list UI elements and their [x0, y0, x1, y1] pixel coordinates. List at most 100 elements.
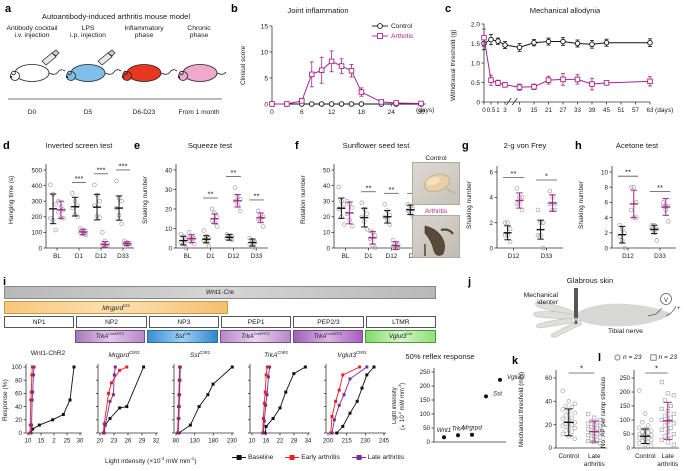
panel-b-xlabel: (days): [416, 107, 435, 114]
svg-text:30: 30: [323, 199, 331, 206]
legend-label-late: Late arthritis: [367, 454, 405, 461]
svg-text:2: 2: [52, 438, 56, 445]
svg-text:250: 250: [420, 369, 431, 376]
svg-text:4: 4: [489, 195, 493, 202]
svg-text:D12: D12: [508, 253, 520, 260]
svg-text:27: 27: [560, 107, 567, 114]
svg-text:Vglut3: Vglut3: [507, 374, 525, 381]
legend-square-icon: [649, 354, 657, 361]
legend-label-early: Early arthritis: [301, 454, 340, 461]
svg-text:100: 100: [31, 230, 42, 237]
panel-h-title: Acetone test: [615, 141, 659, 150]
step-2-text: Inflammatory phase: [124, 25, 164, 39]
panel-b-label: b: [231, 3, 238, 15]
svg-text:Mrgrpd: Mrgrpd: [462, 425, 482, 432]
svg-text:D33: D33: [251, 253, 263, 260]
svg-text:**: **: [657, 183, 663, 192]
svg-text:230: 230: [360, 438, 371, 445]
svg-text:0: 0: [270, 109, 274, 116]
panel-k-label: k: [512, 355, 519, 367]
svg-text:20: 20: [323, 214, 331, 221]
legend-marker-control: [372, 23, 388, 29]
legend-marker-arthritis: [372, 32, 388, 40]
svg-text:*: *: [580, 365, 583, 374]
panel-f-label: f: [295, 140, 299, 152]
panel-d-chart: 0 100 200 300 400 500 BL D1 *** D12 *** D33 ***: [18, 152, 138, 274]
svg-text:BL: BL: [342, 253, 350, 260]
svg-text:250: 250: [620, 375, 631, 382]
svg-text:200: 200: [323, 438, 334, 445]
svg-text:10: 10: [601, 169, 609, 176]
svg-text:***: ***: [119, 161, 128, 170]
panel-h-label: h: [575, 140, 582, 152]
svg-text:1.5: 1.5: [471, 41, 480, 48]
svg-text:Control: Control: [558, 453, 579, 460]
svg-text:15: 15: [261, 23, 269, 30]
panel-b-legend: Control Arthritis: [372, 22, 413, 40]
wnt1-cre-bar: Wnt1-Cre: [4, 286, 436, 299]
svg-text:***: ***: [75, 174, 84, 183]
panel-i-summary-ylabel: Light intensity (×10-3 mW mm-3): [392, 382, 406, 430]
panel-d-title: Inverted screen test: [45, 141, 113, 150]
svg-text:0: 0: [168, 245, 172, 252]
svg-text:80: 80: [15, 377, 22, 384]
svg-text:0: 0: [476, 99, 480, 106]
subtype-np1: NP1: [4, 316, 75, 328]
panel-e-title: Squeeze test: [187, 141, 233, 150]
svg-text:**: **: [231, 168, 237, 177]
svg-text:32: 32: [153, 438, 160, 445]
wnt1-cre-label: Wnt1-Cre: [205, 289, 235, 296]
panel-g-ylabel: Shaking number: [466, 180, 473, 230]
svg-text:300: 300: [31, 199, 42, 206]
svg-text:0: 0: [627, 445, 631, 452]
panel-l-ylabel: No. AP per ramp stimulus: [600, 376, 607, 448]
svg-text:230: 230: [227, 438, 238, 445]
svg-text:arthritis: arthritis: [657, 461, 678, 468]
legend-label-arthritis: Arthritis: [391, 32, 414, 40]
timeline-day-2: D6-D23: [132, 109, 156, 116]
svg-text:130: 130: [190, 438, 201, 445]
svg-text:20: 20: [15, 417, 22, 424]
panel-i-bar-diagram: Wnt1-Cre MrgprdCre NP1 NP2 NP3 PEP1 PEP2…: [4, 286, 437, 344]
svg-text:200: 200: [420, 383, 431, 390]
svg-text:60: 60: [545, 375, 552, 382]
svg-text:D33: D33: [541, 253, 553, 260]
panel-i-legend: Baseline Early arthritis Late arthritis: [232, 454, 404, 461]
subtype-pep23: PEP2/3: [293, 316, 364, 328]
svg-text:100: 100: [620, 417, 631, 424]
svg-text:50: 50: [623, 431, 630, 438]
svg-text:0: 0: [326, 245, 330, 252]
svg-text:0.5: 0.5: [471, 80, 480, 87]
panel-l-chart: 0 50 100 150 200 250 Control Late arthritis *: [612, 362, 682, 470]
svg-text:34: 34: [305, 438, 312, 445]
panel-c-label: c: [445, 3, 452, 15]
svg-text:0: 0: [604, 245, 608, 252]
svg-text:12: 12: [328, 109, 336, 116]
svg-text:15: 15: [38, 438, 45, 445]
svg-text:2: 2: [489, 220, 493, 227]
svg-text:30: 30: [77, 438, 84, 445]
svg-text:10: 10: [165, 226, 173, 233]
panel-l-legend: n = 23 n = 23: [614, 354, 677, 361]
legend-label-baseline: Baseline: [248, 454, 274, 461]
panel-a-diagram: Antibody cocktail i.v. injection LPS i.p…: [4, 25, 227, 125]
svg-text:D12: D12: [228, 253, 240, 260]
legend-marker-late: [351, 455, 366, 460]
svg-text:8: 8: [604, 185, 608, 192]
svg-text:23: 23: [111, 438, 118, 445]
svg-text:21: 21: [545, 107, 552, 114]
svg-text:51: 51: [618, 107, 625, 114]
svg-text:0.5: 0.5: [487, 107, 496, 114]
panel-j-label: j: [468, 276, 472, 288]
tibial-nerve-label: Tibial nerve: [608, 328, 643, 335]
panel-h-chart: 0 2 4 6 8 10 D12 ** D33 **: [590, 152, 680, 274]
svg-text:D1: D1: [364, 253, 373, 260]
svg-text:18: 18: [358, 109, 366, 116]
svg-text:Late: Late: [588, 453, 601, 460]
svg-text:0: 0: [482, 107, 486, 114]
panel-i-xaxis-label: Light intensity (×10-3 mW mm-1): [105, 456, 197, 466]
panel-b-title: Joint inflammation: [287, 6, 349, 15]
panel-j-title: Glabrous skin: [566, 276, 614, 285]
svg-text:500: 500: [31, 167, 42, 174]
svg-text:40: 40: [15, 404, 22, 411]
